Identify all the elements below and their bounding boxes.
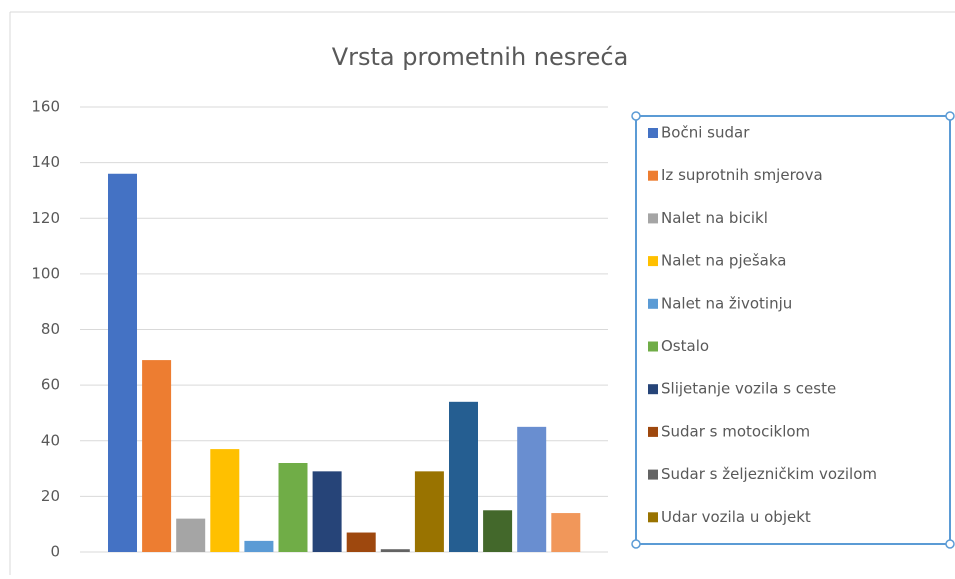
legend-box[interactable] — [635, 115, 951, 545]
y-tick-label: 20 — [41, 487, 60, 505]
bar — [551, 513, 581, 552]
legend-swatch — [648, 341, 658, 352]
bar — [414, 471, 444, 552]
bar — [210, 449, 240, 552]
bar — [517, 426, 547, 552]
legend-label: Ostalo — [661, 337, 709, 355]
legend-swatch — [648, 256, 658, 267]
legend-label: Slijetanje vozila s ceste — [661, 380, 836, 398]
chart-title: Vrsta prometnih nesreća — [332, 43, 629, 71]
bar — [449, 401, 478, 552]
legend-label: Sudar s željezničkim vozilom — [661, 465, 877, 483]
y-tick-label: 60 — [41, 376, 60, 394]
legend-swatch — [648, 469, 658, 480]
bar — [108, 173, 137, 552]
legend-label: Sudar s motociklom — [661, 422, 810, 440]
bar — [176, 518, 206, 552]
bar — [312, 471, 342, 552]
bar — [346, 532, 376, 552]
legend-label: Nalet na životinju — [661, 294, 792, 312]
selection-handles — [631, 111, 955, 549]
bar — [278, 463, 308, 552]
y-tick-label: 120 — [31, 209, 60, 227]
legend-swatch — [648, 128, 658, 138]
bar — [244, 540, 274, 552]
legend-label: Nalet na bicikl — [661, 209, 768, 227]
legend-swatch — [648, 170, 658, 181]
legend-swatch — [648, 512, 658, 523]
legend-label: Udar vozila u objekt — [661, 508, 811, 526]
y-tick-label: 80 — [41, 320, 60, 338]
y-tick-label: 100 — [31, 264, 60, 282]
legend-swatch — [648, 298, 658, 309]
legend-swatch — [648, 384, 658, 395]
bar — [142, 360, 172, 552]
legend-swatch — [648, 213, 658, 224]
y-tick-label: 0 — [50, 543, 60, 561]
y-tick-label: 160 — [31, 98, 60, 116]
legend-label: Iz suprotnih smjerova — [661, 166, 823, 184]
legend-label: Nalet na pješaka — [661, 252, 786, 270]
bar — [483, 510, 513, 552]
y-tick-label: 140 — [31, 153, 60, 171]
bar — [380, 549, 410, 552]
y-tick-label: 40 — [41, 431, 60, 449]
legend-swatch — [648, 426, 658, 437]
legend-label: Bočni sudar — [661, 124, 750, 142]
